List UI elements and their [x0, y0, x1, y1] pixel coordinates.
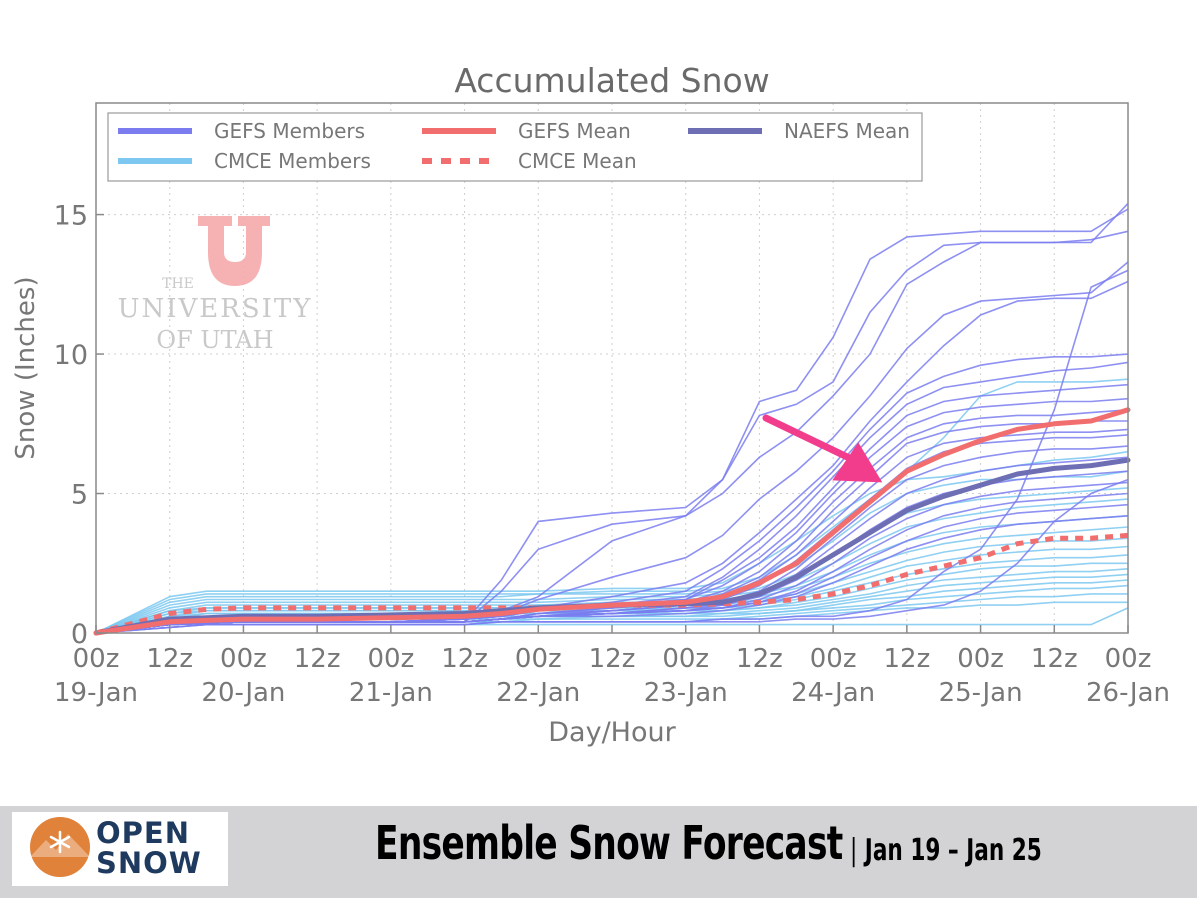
- watermark-line-2: UNIVERSITY: [118, 294, 313, 324]
- gefs-member-line-21: [95, 478, 1129, 634]
- gefs-member-line-19: [95, 515, 1129, 634]
- x-day-label-3: 22-Jan: [496, 678, 580, 708]
- x-tick-label-11: 12z: [883, 644, 930, 674]
- y-axis-label: Snow (Inches): [11, 276, 41, 459]
- arrow-head: [832, 442, 883, 483]
- watermark-line-1: THE: [162, 276, 194, 292]
- cmce-mean-line: [95, 532, 1129, 636]
- banner-title: Ensemble Snow Forecast: [375, 816, 843, 870]
- ensemble-means: [93, 407, 1131, 636]
- gefs-mean-line: [93, 407, 1131, 636]
- arrow-shaft: [762, 414, 858, 464]
- watermark-line-3: OF UTAH: [156, 326, 273, 354]
- x-tick-label-2: 00z: [220, 644, 267, 674]
- naefs-mean-line: [93, 457, 1131, 636]
- axis-ticks: 0 5 10 15 00z 12z 00z 12z 00z 12z 00z 12z 00z 12z 00z 1…: [54, 201, 1170, 708]
- logo-line-snow: SNOW: [96, 846, 202, 880]
- legend-label-2: GEFS Mean: [518, 119, 631, 143]
- banner-subtitle: | Jan 19 – Jan 25: [850, 833, 1042, 868]
- logo-line-open: OPEN: [96, 816, 190, 850]
- y-tick-label-1: 5: [71, 480, 88, 511]
- banner-date-range: Jan 19 – Jan 25: [864, 833, 1042, 868]
- snow-chart: THE UNIVERSITY OF UTAH 0 5 10 15 00z 12z 00z 12…: [11, 61, 1170, 748]
- x-day-label-1: 20-Jan: [201, 678, 285, 708]
- x-tick-label-3: 12z: [294, 644, 341, 674]
- chart-legend: GEFS Members CMCE Members GEFS Mean CMCE Me…: [107, 112, 923, 182]
- x-tick-label-5: 12z: [441, 644, 488, 674]
- x-axis-label: Day/Hour: [548, 717, 676, 748]
- y-tick-label-2: 10: [54, 340, 88, 371]
- x-day-label-6: 25-Jan: [939, 678, 1023, 708]
- university-of-utah-watermark: THE UNIVERSITY OF UTAH: [118, 216, 313, 354]
- x-day-label-2: 21-Jan: [349, 678, 433, 708]
- legend-label-4: NAEFS Mean: [784, 119, 910, 143]
- y-tick-label-3: 15: [54, 201, 88, 232]
- opensnow-logo[interactable]: [12, 812, 228, 886]
- legend-box: [107, 112, 923, 182]
- x-tick-label-9: 12z: [736, 644, 783, 674]
- cmce-member-line-1: [95, 378, 1129, 634]
- y-tick-label-0: 0: [71, 619, 88, 650]
- x-day-label-7: 26-Jan: [1086, 678, 1170, 708]
- x-tick-label-14: 00z: [1105, 644, 1152, 674]
- opensnow-wordmark: OPEN SNOW: [96, 818, 202, 878]
- x-day-label-4: 23-Jan: [644, 678, 728, 708]
- x-tick-label-8: 00z: [662, 644, 709, 674]
- x-tick-label-13: 12z: [1031, 644, 1078, 674]
- x-tick-label-12: 00z: [957, 644, 1004, 674]
- x-day-label-0: 19-Jan: [54, 678, 138, 708]
- utah-u-logo: [198, 216, 270, 286]
- x-day-label-5: 24-Jan: [791, 678, 875, 708]
- legend-label-1: CMCE Members: [214, 149, 371, 173]
- x-tick-label-4: 00z: [367, 644, 414, 674]
- x-tick-label-0: 00z: [73, 644, 120, 674]
- legend-label-0: GEFS Members: [214, 119, 365, 143]
- x-tick-label-7: 12z: [589, 644, 636, 674]
- chart-title: Accumulated Snow: [454, 61, 769, 100]
- forecast-arrow: [762, 414, 883, 483]
- x-tick-label-6: 00z: [515, 644, 562, 674]
- banner-separator: |: [850, 833, 858, 868]
- x-tick-label-1: 12z: [146, 644, 193, 674]
- legend-label-3: CMCE Mean: [518, 149, 637, 173]
- opensnow-mountain-icon: [30, 817, 90, 877]
- x-tick-label-10: 00z: [810, 644, 857, 674]
